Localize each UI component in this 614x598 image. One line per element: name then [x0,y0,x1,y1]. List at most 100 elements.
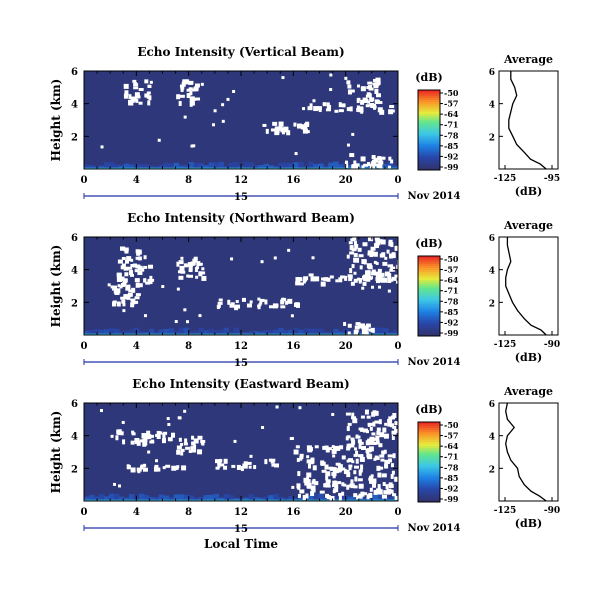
colorbar-segment [418,322,440,325]
heatmap-missing-cell [313,106,319,112]
heatmap-missing-cell [126,256,132,262]
heatmap-missing-cell [367,422,371,427]
heatmap-missing-cell [377,101,383,105]
heatmap-missing-dot [312,99,316,103]
heatmap-missing-cell [311,480,316,485]
heatmap-ground-cell [93,328,100,335]
heatmap-missing-cell [343,321,347,326]
heatmap-ground-cell [178,494,185,501]
panel-0 [83,70,559,199]
colorbar-segment [418,332,440,335]
heatmap-missing-cell [264,459,268,465]
colorbar-tick-label: -64 [444,275,459,285]
heatmap-ground-cell [283,162,289,169]
heatmap-missing-cell [368,93,372,99]
heatmap-missing-cell [297,280,301,285]
heatmap-ground-cell [213,493,220,501]
heatmap-missing-cell [116,288,121,294]
heatmap-ground-cell [118,496,125,501]
heatmap-missing-cell [134,278,140,283]
colorbar-segment [418,486,440,489]
heatmap-missing-cell [128,102,134,106]
heatmap-missing-cell [141,435,145,439]
heatmap-ground-cell [103,329,110,335]
heatmap-missing-cell [350,443,355,448]
heatmap-missing-cell [366,415,371,419]
heatmap-missing-cell [148,434,154,438]
heatmap-missing-cell [287,298,293,304]
heatmap-missing-cell [389,253,394,259]
heatmap-missing-cell [365,104,370,108]
heatmap-missing-cell [392,425,397,429]
colorbar-frame [417,255,441,337]
heatmap-missing-cell [377,268,382,273]
colorbar-segment [418,150,440,153]
heatmap-ground-cell [128,494,135,501]
heatmap-missing-cell [162,434,166,439]
heatmap-ground-cell [358,331,364,335]
heatmap-missing-cell [372,410,377,414]
heatmap-missing-cell [162,466,166,470]
colorbar-tick-label: -92 [444,317,458,327]
colorbar-segment [418,492,440,495]
heatmap-missing-cell [112,301,117,307]
heatmap-missing-cell [262,123,267,127]
heatmap-missing-cell [195,275,199,279]
heatmap-missing-cell [361,165,365,169]
colorbar-segment [418,164,440,167]
heatmap-missing-cell [341,103,346,108]
panel-1 [83,236,559,365]
heatmap-missing-cell [343,483,347,487]
colorbar-segment [418,494,440,497]
x-tick-label: 4 [133,507,140,518]
heatmap-missing-dot [100,145,104,149]
heatmap-ground-cell [253,331,259,335]
heatmap-missing-cell [305,121,310,125]
colorbar-segment [418,302,440,305]
heatmap-missing-dot [230,257,234,261]
heatmap-ground-cell [88,494,95,501]
heatmap-missing-dot [260,260,264,264]
heatmap-ground-cell [298,497,304,501]
heatmap-ground-cell [288,163,294,169]
colorbar-segment [418,268,440,271]
colorbar-segment [418,166,440,169]
colorbar-segment [418,482,440,485]
average-y-tick-label: 2 [489,133,495,143]
heatmap-missing-cell [363,325,369,331]
heatmap-missing-cell [392,453,396,459]
heatmap-missing-cell [110,434,114,438]
heatmap-missing-cell [323,483,328,488]
colorbar-tick-label: -57 [444,99,458,109]
heatmap-missing-cell [356,495,360,500]
x-tick-label: 0 [81,175,88,186]
heatmap-missing-cell [338,277,343,283]
heatmap-missing-cell [362,275,368,280]
heatmap-ground-cell [248,494,254,501]
colorbar-segment [418,96,440,99]
heatmap-missing-cell [347,89,352,95]
heatmap-missing-cell [127,465,131,470]
heatmap-ground-cell [363,497,369,501]
heatmap-missing-cell [351,248,357,252]
colorbar-segment [418,462,440,465]
heatmap-missing-cell [333,470,339,474]
heatmap-missing-cell [311,488,316,493]
heatmap-missing-cell [249,300,253,304]
heatmap-missing-cell [137,256,142,261]
heatmap-missing-cell [355,450,359,456]
heatmap-missing-cell [379,239,383,244]
heatmap-missing-cell [193,438,199,444]
heatmap-missing-cell [357,277,361,281]
colorbar-segment [418,278,440,281]
heatmap-missing-cell [366,86,371,90]
heatmap-ground-cell [283,330,289,335]
heatmap-missing-cell [346,484,350,490]
colorbar-segment [418,270,440,273]
colorbar-tick-label: -50 [444,254,459,264]
heatmap-missing-cell [146,91,151,95]
heatmap-ground-cell [293,327,299,335]
heatmap-missing-cell [390,264,394,268]
heatmap-missing-cell [223,465,228,470]
heatmap-missing-cell [120,296,126,300]
